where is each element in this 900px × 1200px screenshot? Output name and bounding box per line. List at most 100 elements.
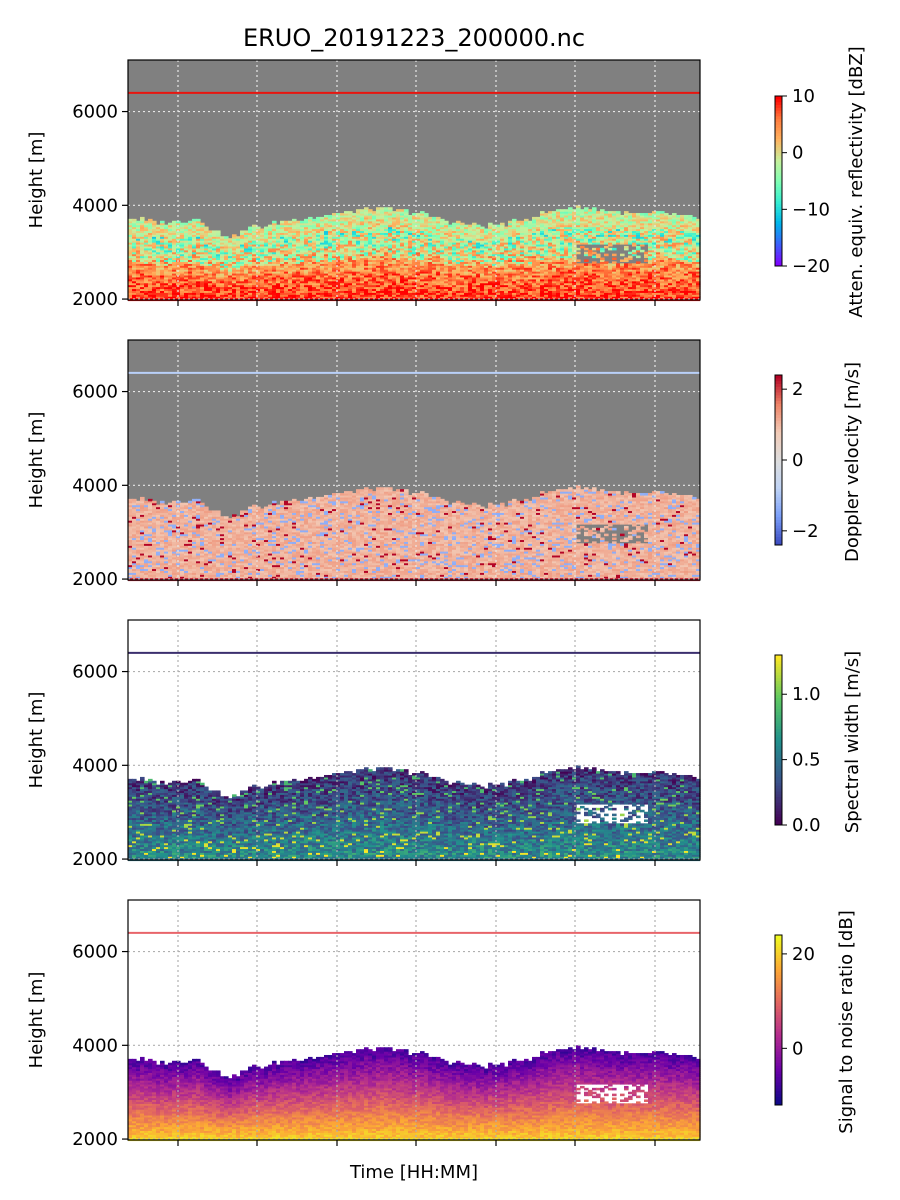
echo-cell xyxy=(156,296,161,299)
echo-cell xyxy=(264,274,269,278)
echo-cell xyxy=(240,238,245,241)
echo-cell xyxy=(300,222,305,226)
echo-cell xyxy=(216,240,221,243)
echo-cell xyxy=(348,242,353,245)
echo-cell xyxy=(264,286,269,290)
echo-cell xyxy=(200,234,205,237)
echo-cell xyxy=(304,243,309,247)
echo-cell xyxy=(320,259,325,262)
echo-cell xyxy=(212,232,217,235)
echo-cell xyxy=(308,261,313,264)
echo-cell xyxy=(288,242,293,245)
echo-cell xyxy=(216,236,221,239)
echo-cell xyxy=(132,292,137,295)
echo-cell xyxy=(284,261,289,264)
echo-cell xyxy=(280,271,285,274)
echo-cell xyxy=(196,276,201,280)
echo-cell xyxy=(276,242,281,245)
echo-cell xyxy=(340,261,345,264)
echo-cell xyxy=(200,230,205,233)
echo-cell xyxy=(240,243,245,247)
echo-cell xyxy=(168,245,173,249)
echo-cell xyxy=(268,265,273,268)
echo-cell xyxy=(128,255,133,259)
echo-cell xyxy=(180,261,185,264)
echo-cell xyxy=(160,282,165,286)
echo-cell xyxy=(156,278,161,282)
echo-cell xyxy=(144,238,149,241)
echo-cell xyxy=(204,238,209,241)
echo-cell xyxy=(292,259,297,262)
echo-cell xyxy=(156,245,161,249)
echo-cell xyxy=(340,253,345,257)
echo-cell xyxy=(320,253,325,257)
echo-cell xyxy=(216,272,221,276)
echo-cell xyxy=(140,245,145,249)
echo-cell xyxy=(172,251,177,255)
echo-cell xyxy=(308,255,313,259)
echo-cell xyxy=(248,276,253,280)
echo-cell xyxy=(172,259,177,262)
echo-cell xyxy=(576,263,581,266)
echo-cell xyxy=(376,207,381,210)
echo-cell xyxy=(248,234,253,237)
echo-cell xyxy=(136,232,141,235)
echo-cell xyxy=(164,228,169,232)
echo-cell xyxy=(604,245,609,249)
echo-cell xyxy=(336,263,341,266)
echo-cell xyxy=(316,216,321,220)
echo-cell xyxy=(304,255,309,259)
echo-cell xyxy=(176,245,181,249)
echo-cell xyxy=(212,230,217,233)
echo-cell xyxy=(448,224,453,228)
echo-cell xyxy=(252,243,257,247)
echo-cell xyxy=(244,230,249,233)
echo-cell xyxy=(132,243,137,247)
echo-cell xyxy=(172,265,177,268)
echo-cell xyxy=(300,263,305,266)
echo-cell xyxy=(220,236,225,239)
echo-cell xyxy=(284,280,289,284)
echo-cell xyxy=(172,294,177,297)
echo-cell xyxy=(268,294,273,297)
echo-cell xyxy=(284,230,289,233)
echo-cell xyxy=(144,232,149,235)
echo-cell xyxy=(152,280,157,284)
echo-cell xyxy=(300,232,305,235)
echo-cell xyxy=(212,271,217,274)
echo-cell xyxy=(208,276,213,280)
echo-cell xyxy=(184,286,189,290)
echo-cell xyxy=(276,226,281,230)
echo-cell xyxy=(140,230,145,233)
echo-cell xyxy=(172,228,177,232)
echo-cell xyxy=(152,232,157,235)
echo-cell xyxy=(296,296,301,299)
echo-cell xyxy=(328,282,333,286)
echo-cell xyxy=(172,296,177,299)
echo-cell xyxy=(128,228,133,232)
echo-cell xyxy=(248,267,253,270)
echo-cell xyxy=(304,278,309,282)
echo-cell xyxy=(432,216,437,220)
echo-cell xyxy=(596,263,601,266)
echo-cell xyxy=(316,288,321,291)
echo-cell xyxy=(348,282,353,286)
echo-cell xyxy=(168,284,173,288)
echo-cell xyxy=(184,292,189,295)
echo-cell xyxy=(144,282,149,286)
echo-cell xyxy=(228,263,233,266)
echo-cell xyxy=(328,263,333,266)
echo-cell xyxy=(256,243,261,247)
echo-cell xyxy=(348,271,353,274)
echo-cell xyxy=(344,211,349,214)
echo-cell xyxy=(144,296,149,299)
echo-cell xyxy=(208,284,213,288)
echo-cell xyxy=(240,230,245,233)
echo-cell xyxy=(128,261,133,264)
echo-cell xyxy=(216,269,221,272)
echo-cell xyxy=(180,282,185,286)
echo-cell xyxy=(328,257,333,261)
echo-cell xyxy=(268,243,273,247)
echo-cell xyxy=(168,269,173,272)
echo-cell xyxy=(256,272,261,276)
